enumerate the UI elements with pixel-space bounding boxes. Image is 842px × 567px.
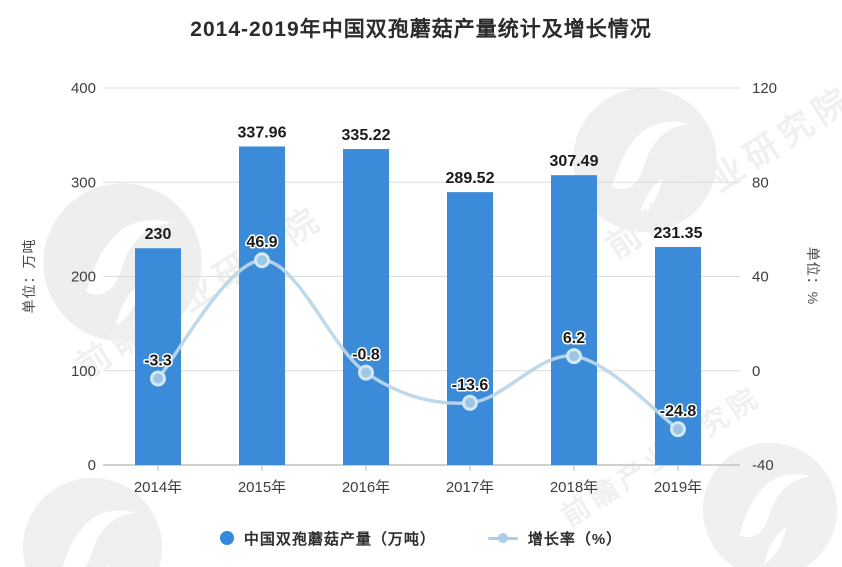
growth-value-label: -0.8 (352, 347, 380, 364)
right-axis-tick: 40 (752, 269, 769, 286)
bar-value-label: 231.35 (654, 225, 703, 242)
bar-value-label: 230 (145, 226, 172, 243)
left-axis-tick: 400 (71, 80, 96, 97)
growth-value-label: -3.3 (144, 353, 172, 370)
growth-value-label: 46.9 (246, 234, 277, 251)
line-point-2014年[interactable] (150, 370, 166, 387)
left-axis-title: 单位：万吨 (21, 238, 37, 314)
right-axis-title: 单位：% (805, 246, 821, 306)
growth-rate-line (156, 258, 680, 431)
bar-2017年[interactable] (447, 192, 493, 466)
chart-title: 2014-2019年中国双孢蘑菇产量统计及增长情况 (190, 18, 652, 41)
legend-marker-bar-icon (219, 531, 234, 545)
growth-value-label: -24.8 (660, 403, 697, 420)
bar-value-label: 307.49 (550, 153, 599, 170)
right-axis-tick: 0 (752, 363, 760, 380)
bar-value-label: 337.96 (238, 124, 287, 141)
bar-2015年[interactable] (239, 146, 285, 465)
legend-label-production: 中国双孢蘑菇产量（万吨） (243, 530, 436, 548)
legend-item-production[interactable]: 中国双孢蘑菇产量（万吨） (219, 528, 436, 549)
line-point-2016年[interactable] (358, 364, 374, 381)
growth-value-label: -13.6 (452, 377, 489, 394)
right-axis-tick: 120 (752, 80, 777, 97)
x-axis-label-2015年: 2015年 (238, 479, 286, 496)
left-axis-tick: 200 (71, 269, 96, 286)
x-axis-label-2018年: 2018年 (550, 479, 598, 496)
growth-value-label: 6.2 (563, 330, 585, 347)
line-point-2019年[interactable] (670, 421, 686, 438)
bar-value-label: 335.22 (342, 127, 391, 144)
left-axis-tick: 100 (71, 363, 96, 380)
right-axis-tick: -40 (752, 457, 774, 474)
line-point-2018年[interactable] (566, 348, 582, 365)
x-axis-label-2016年: 2016年 (342, 479, 390, 496)
bar-2018年[interactable] (551, 175, 597, 465)
x-axis-label-2014年: 2014年 (134, 479, 182, 496)
right-axis-tick: 80 (752, 174, 769, 191)
line-point-2015年[interactable] (254, 252, 270, 269)
bar-value-label: 289.52 (446, 170, 495, 187)
x-axis-label-2017年: 2017年 (446, 479, 494, 496)
left-axis-tick: 300 (71, 174, 96, 191)
bar-2016年[interactable] (343, 149, 389, 465)
legend-item-growth[interactable]: 增长率（%） (487, 528, 623, 549)
plot-area: 400 120 300 80 200 40 100 0 0 -40 230 337.96 335.22 2… (71, 80, 777, 496)
left-axis-tick: 0 (88, 457, 96, 474)
line-point-2017年[interactable] (462, 394, 478, 411)
legend-marker-line-icon (487, 531, 518, 545)
legend: 中国双孢蘑菇产量（万吨） 增长率（%） (0, 523, 842, 553)
legend-label-growth: 增长率（%） (527, 530, 623, 548)
x-axis-label-2019年: 2019年 (654, 479, 702, 496)
